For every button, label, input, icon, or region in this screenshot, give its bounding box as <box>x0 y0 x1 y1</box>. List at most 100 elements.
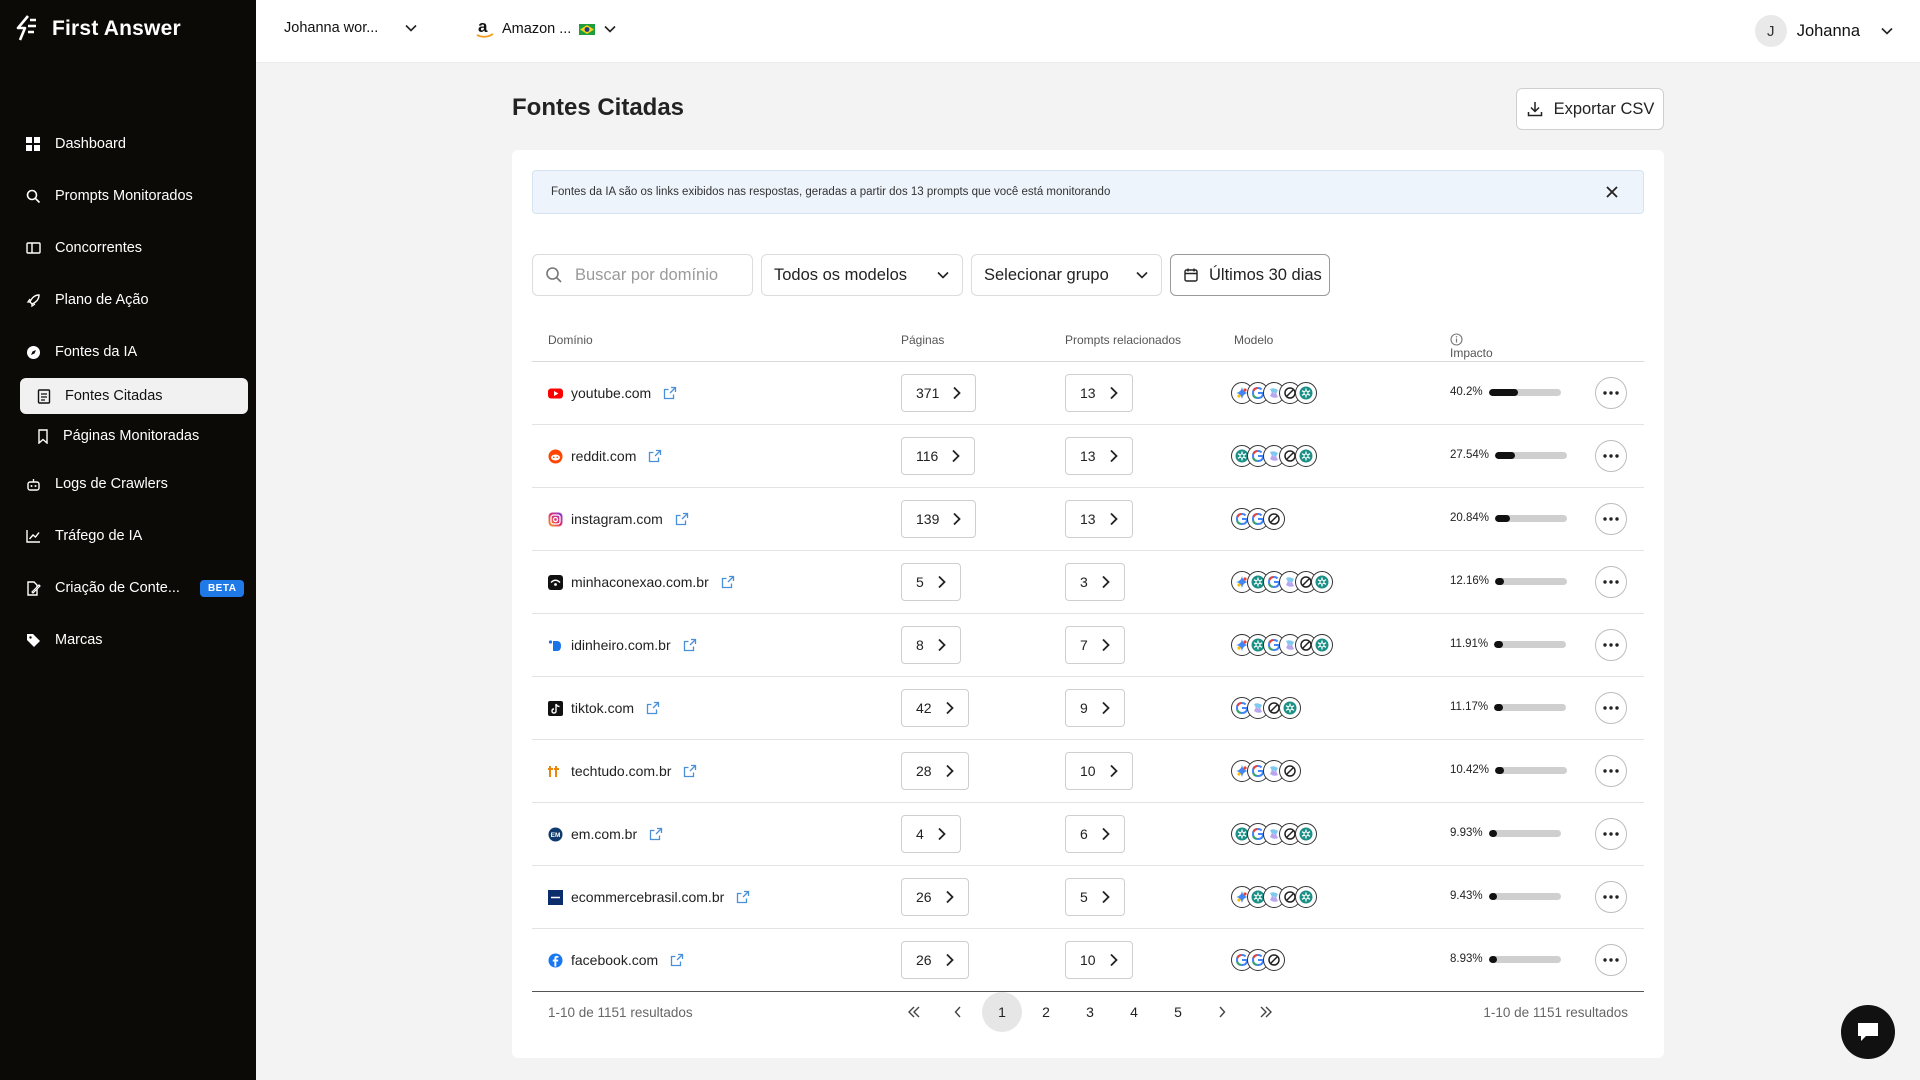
next-page-button[interactable] <box>1202 992 1242 1032</box>
more-actions-button[interactable] <box>1595 440 1627 472</box>
domain-cell: ecommercebrasil.com.br <box>548 889 750 905</box>
domain-name: ecommercebrasil.com.br <box>571 889 725 905</box>
sidebar-item-dashboard[interactable]: Dashboard <box>0 118 256 170</box>
col-domain[interactable]: Domínio <box>548 333 593 347</box>
col-prompts[interactable]: Prompts relacionados <box>1065 333 1182 347</box>
date-range-button[interactable]: Últimos 30 dias <box>1170 254 1330 296</box>
prompts-button[interactable]: 6 <box>1065 815 1125 853</box>
brand-selector[interactable]: a Amazon ... <box>476 18 617 40</box>
more-actions-button[interactable] <box>1595 503 1627 535</box>
external-link-icon[interactable] <box>670 953 684 967</box>
impact-bar-fill <box>1495 451 1515 459</box>
prompts-button[interactable]: 10 <box>1065 941 1133 979</box>
info-icon[interactable] <box>1450 333 1463 346</box>
col-impact-label: Impacto <box>1450 346 1493 360</box>
sidebar-item-tr-fego-de-ia[interactable]: Tráfego de IA <box>0 510 256 562</box>
prompts-button[interactable]: 3 <box>1065 563 1125 601</box>
prompts-button[interactable]: 9 <box>1065 689 1125 727</box>
col-model[interactable]: Modelo <box>1234 333 1274 347</box>
sidebar-item-label: Tráfego de IA <box>55 528 143 544</box>
pages-button[interactable]: 371 <box>901 374 977 412</box>
pages-button[interactable]: 42 <box>901 689 969 727</box>
chevron-right-icon <box>1102 827 1110 841</box>
search-box[interactable] <box>532 254 753 296</box>
youtube-favicon-icon <box>548 386 563 401</box>
external-link-icon[interactable] <box>736 890 750 904</box>
sidebar-subitem-p-ginas-monitoradas[interactable]: Páginas Monitoradas <box>20 418 248 454</box>
page-5-button[interactable]: 5 <box>1174 1004 1182 1020</box>
more-icon <box>1603 643 1619 647</box>
more-actions-button[interactable] <box>1595 755 1627 787</box>
more-actions-button[interactable] <box>1595 629 1627 661</box>
sidebar-item-prompts-monitorados[interactable]: Prompts Monitorados <box>0 170 256 222</box>
pages-button[interactable]: 5 <box>901 563 961 601</box>
logo[interactable]: First Answer <box>14 14 181 44</box>
sidebar-item-logs-de-crawlers[interactable]: Logs de Crawlers <box>0 458 256 510</box>
chat-button[interactable] <box>1841 1005 1895 1059</box>
impact-bar <box>1494 703 1567 711</box>
export-csv-button[interactable]: Exportar CSV <box>1516 88 1664 130</box>
external-link-icon[interactable] <box>646 701 660 715</box>
workspace-selector[interactable]: Johanna wor... <box>284 20 418 36</box>
external-link-icon[interactable] <box>721 575 735 589</box>
more-actions-button[interactable] <box>1595 377 1627 409</box>
chevron-right-icon <box>952 449 961 463</box>
search-icon <box>546 267 562 283</box>
sidebar-item-marcas[interactable]: Marcas <box>0 614 256 666</box>
more-actions-button[interactable] <box>1595 818 1627 850</box>
models-dropdown[interactable]: Todos os modelos <box>761 254 963 296</box>
pages-button[interactable]: 26 <box>901 941 969 979</box>
last-page-button[interactable] <box>1246 992 1286 1032</box>
more-actions-button[interactable] <box>1595 692 1627 724</box>
impact-bar <box>1495 766 1568 774</box>
pages-button[interactable]: 116 <box>901 437 976 475</box>
prompts-count: 5 <box>1080 889 1088 905</box>
col-impact[interactable]: Impacto <box>1450 333 1493 360</box>
external-link-icon[interactable] <box>683 638 697 652</box>
external-link-icon[interactable] <box>683 764 697 778</box>
more-actions-button[interactable] <box>1595 881 1627 913</box>
pages-button[interactable]: 26 <box>901 878 969 916</box>
prompts-button[interactable]: 13 <box>1065 437 1133 475</box>
pages-button[interactable]: 28 <box>901 752 969 790</box>
external-link-icon[interactable] <box>675 512 689 526</box>
page-4-button[interactable]: 4 <box>1130 1004 1138 1020</box>
search-input[interactable] <box>575 265 745 285</box>
bookmark-icon <box>37 428 49 444</box>
prompts-button[interactable]: 5 <box>1065 878 1125 916</box>
ecommercebrasil-favicon-icon <box>548 889 563 905</box>
group-dropdown[interactable]: Selecionar grupo <box>971 254 1162 296</box>
sidebar-item-concorrentes[interactable]: Concorrentes <box>0 222 256 274</box>
impact-bar-fill <box>1488 829 1498 837</box>
more-actions-button[interactable] <box>1595 566 1627 598</box>
table-row: reddit.com 116 13 27.54% <box>532 425 1644 488</box>
more-actions-button[interactable] <box>1595 944 1627 976</box>
impact-value: 8.93% <box>1450 953 1483 965</box>
prompts-button[interactable]: 10 <box>1065 752 1133 790</box>
prompts-button[interactable]: 7 <box>1065 626 1125 664</box>
pages-button[interactable]: 8 <box>901 626 961 664</box>
first-page-button[interactable] <box>894 992 934 1032</box>
sidebar-item-fontes-da-ia[interactable]: Fontes da IA <box>0 326 256 378</box>
prompts-count: 10 <box>1080 763 1096 779</box>
sidebar-subitem-fontes-citadas[interactable]: Fontes Citadas <box>20 378 248 414</box>
sidebar-item-cria-o-de-conte[interactable]: Criação de Conte... BETA <box>0 562 256 614</box>
external-link-icon[interactable] <box>649 827 663 841</box>
page-3-button[interactable]: 3 <box>1086 1004 1094 1020</box>
page-1-button[interactable]: 1 <box>982 992 1022 1032</box>
user-menu[interactable]: J Johanna <box>1754 15 1894 47</box>
col-pages[interactable]: Páginas <box>901 333 945 347</box>
prompts-button[interactable]: 13 <box>1065 374 1133 412</box>
more-icon <box>1603 769 1619 773</box>
pages-button[interactable]: 4 <box>901 815 961 853</box>
prompts-button[interactable]: 13 <box>1065 500 1133 538</box>
pages-button[interactable]: 139 <box>901 500 977 538</box>
close-icon[interactable] <box>1603 183 1621 201</box>
prev-page-button[interactable] <box>938 992 978 1032</box>
sidebar-item-plano-de-a-o[interactable]: Plano de Ação <box>0 274 256 326</box>
external-link-icon[interactable] <box>648 449 662 463</box>
impact-bar-fill <box>1495 514 1511 522</box>
chatgpt-icon <box>1295 445 1317 467</box>
external-link-icon[interactable] <box>663 386 677 400</box>
page-2-button[interactable]: 2 <box>1042 1004 1050 1020</box>
